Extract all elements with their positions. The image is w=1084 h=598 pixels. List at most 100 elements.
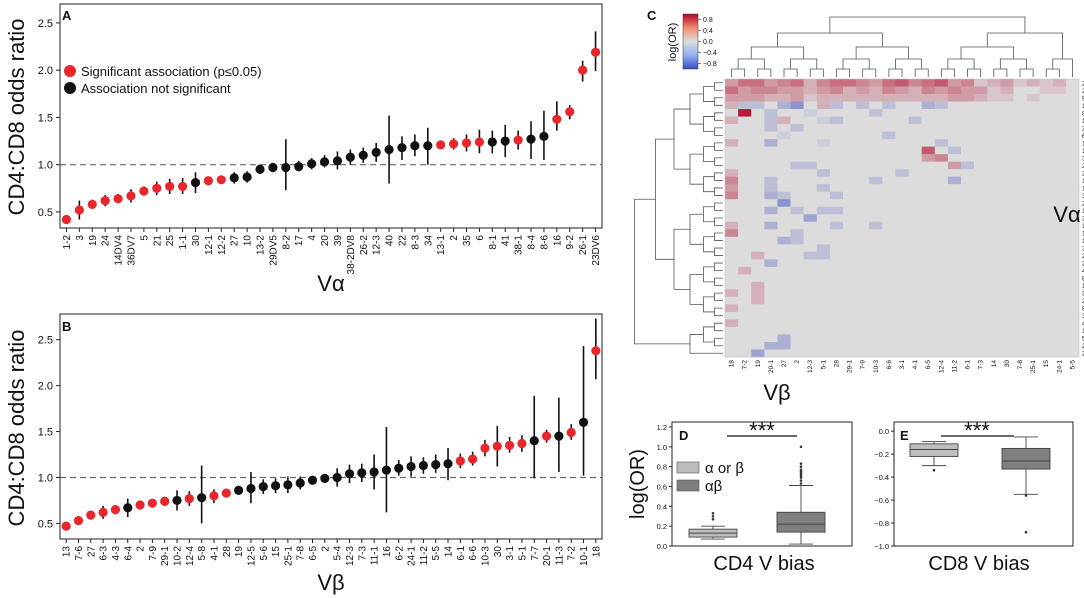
heatmap-col-label: 20-1 [768, 360, 775, 373]
heatmap-cell [764, 116, 778, 125]
x-tick-label: 11-2 [419, 546, 430, 566]
heatmap-cell [882, 94, 896, 102]
outlier [799, 476, 803, 479]
heatmap-cell [1026, 251, 1040, 260]
heatmap-cell [1052, 184, 1067, 193]
x-tick-label: 2 [449, 235, 460, 241]
heatmap-cell [1026, 296, 1040, 305]
dendrogram-link [714, 277, 723, 287]
x-tick-label: 23DV6 [591, 235, 602, 266]
heatmap-cell [1000, 86, 1014, 95]
heatmap-cell [934, 146, 949, 155]
point-not-significant [431, 460, 441, 470]
heatmap-cell [934, 229, 949, 238]
heatmap-cell [1039, 349, 1054, 358]
heatmap-cell [869, 289, 883, 298]
point-not-significant [381, 465, 392, 475]
heatmap-row-label: 25 [1082, 351, 1084, 358]
x-tick-label: 12-5 [246, 546, 257, 566]
heatmap-cell [934, 101, 949, 110]
heatmap-cell [843, 349, 857, 358]
heatmap-cell [947, 109, 962, 117]
heatmap-cell [751, 311, 765, 320]
point-not-significant [371, 147, 381, 157]
heatmap-cell [882, 296, 896, 305]
heatmap-cell [1000, 251, 1014, 260]
heatmap-cell [869, 251, 883, 260]
x-tick-label: 4-1 [209, 546, 220, 561]
heatmap-cell [934, 266, 949, 275]
heatmap-cell [738, 319, 752, 328]
heatmap-cell [882, 109, 896, 117]
heatmap-cell [869, 229, 883, 238]
heatmap-row-label: 30 [1082, 291, 1084, 298]
heatmap-cell [1013, 161, 1027, 170]
colorbar-tick-label: 0.8 [703, 17, 713, 24]
panel-a-label: A [62, 8, 72, 23]
heatmap-cell [803, 206, 818, 215]
x-tick-label: 11-3 [554, 546, 565, 566]
heatmap-cell [1000, 274, 1014, 283]
heatmap-cell [974, 116, 988, 125]
heatmap-cell [856, 214, 870, 223]
heatmap-cell [829, 244, 844, 253]
heatmap-cell [764, 319, 778, 328]
heatmap-cell [816, 154, 831, 162]
heatmap-cell [1026, 274, 1040, 283]
heatmap-cell [1052, 191, 1067, 200]
heatmap-cell [790, 169, 804, 177]
heatmap-cell [725, 101, 739, 110]
heatmap-cell [803, 86, 818, 95]
heatmap-cell [1026, 266, 1040, 275]
heatmap-cell [725, 169, 739, 177]
heatmap-cell [895, 94, 909, 102]
point-not-significant [283, 480, 293, 490]
heatmap-row-label: 8-3 [1082, 276, 1084, 283]
dendrogram-link [809, 68, 824, 77]
heatmap-cell [790, 349, 804, 358]
x-tick-label: 12-2 [217, 235, 228, 255]
point-significant [468, 454, 478, 464]
heatmap-cell [947, 266, 962, 275]
heatmap-cell [1065, 154, 1080, 162]
heatmap-cell [1013, 109, 1027, 117]
heatmap-cell [947, 124, 962, 132]
outlier [799, 470, 803, 473]
heatmap-cell [895, 311, 909, 320]
heatmap-cell [869, 326, 883, 335]
x-tick-label: 4-3 [111, 546, 122, 561]
heatmap-cell [1000, 326, 1014, 335]
heatmap-cell [974, 244, 988, 253]
point-not-significant [487, 137, 497, 147]
dendrogram-link [714, 202, 723, 211]
dendrogram-link [714, 97, 723, 106]
heatmap-cell [1000, 199, 1014, 208]
heatmap-cell [882, 274, 896, 283]
heatmap-cell [961, 161, 975, 170]
x-tick-label: 27 [86, 546, 97, 558]
x-tick-label: 24 [101, 235, 112, 247]
heatmap-cell [790, 199, 804, 208]
heatmap-cell [987, 304, 1001, 313]
x-tick-label: 6-1 [456, 546, 467, 561]
point-not-significant [319, 157, 330, 167]
heatmap-cell [1039, 184, 1054, 193]
heatmap-cell [1026, 206, 1040, 215]
point-significant [448, 139, 459, 149]
x-tick-label: 3 [75, 235, 86, 241]
x-tick-label: 38-1 [514, 235, 525, 255]
x-tick-label: 41 [501, 235, 512, 247]
dendrogram-link [689, 213, 704, 245]
heatmap-cell [1065, 296, 1080, 305]
heatmap-cell [1052, 109, 1067, 117]
heatmap-cell [1000, 319, 1014, 328]
heatmap-cell [1026, 176, 1040, 185]
heatmap-cell [1000, 124, 1014, 132]
heatmap-cell [1013, 131, 1027, 140]
heatmap-cell [777, 101, 791, 110]
heatmap-cell [738, 349, 752, 358]
heatmap-cell [961, 139, 975, 147]
x-tick-label: 25-1 [283, 546, 294, 566]
x-tick-label: 12-3 [345, 546, 356, 566]
heatmap-cell [934, 236, 949, 245]
